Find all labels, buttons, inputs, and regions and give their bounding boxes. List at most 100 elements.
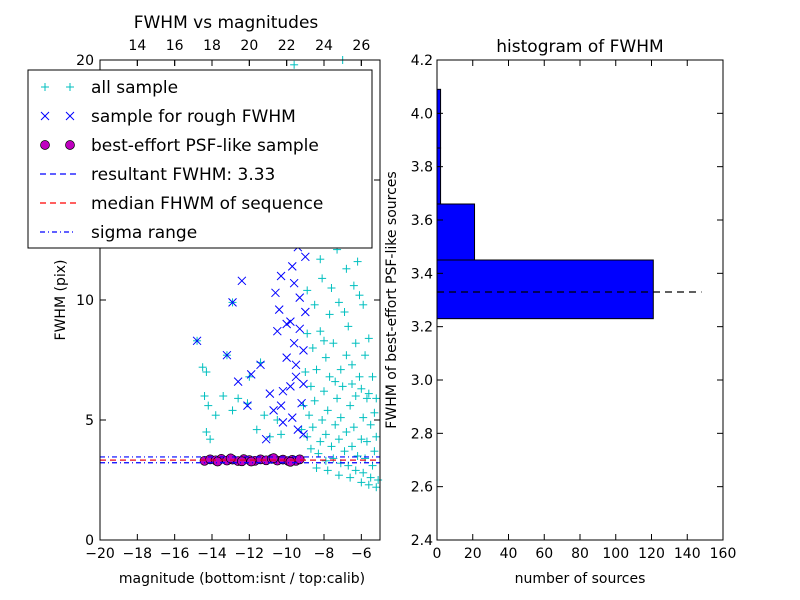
x-tick-label: −12 bbox=[235, 546, 265, 562]
x-stroke bbox=[293, 425, 303, 434]
data-point bbox=[333, 394, 342, 403]
histogram-title: histogram of FWHM bbox=[496, 37, 663, 57]
data-point bbox=[234, 394, 243, 403]
data-point bbox=[308, 344, 317, 352]
data-point bbox=[237, 276, 247, 286]
series-all-sample bbox=[193, 56, 383, 492]
x-tick-label: −8 bbox=[314, 546, 335, 562]
data-point bbox=[336, 365, 345, 374]
data-point bbox=[334, 298, 343, 307]
data-point bbox=[277, 430, 286, 439]
data-point bbox=[287, 413, 297, 422]
data-point bbox=[368, 372, 377, 381]
y-tick-label: 2.6 bbox=[411, 480, 433, 496]
top-tick-label: 22 bbox=[278, 38, 296, 54]
data-point bbox=[291, 360, 301, 370]
legend-entry: sample for rough FWHM bbox=[40, 107, 296, 127]
legend-label: sigma range bbox=[91, 223, 197, 243]
y-tick-label: 0 bbox=[85, 533, 94, 549]
x-stroke bbox=[291, 360, 301, 370]
data-point bbox=[348, 360, 356, 369]
data-point bbox=[318, 274, 327, 283]
data-point bbox=[272, 326, 282, 336]
legend-entry: best-effort PSF-like sample bbox=[40, 136, 319, 156]
data-point bbox=[282, 319, 292, 329]
data-point bbox=[348, 380, 356, 388]
y-tick-label: 3.6 bbox=[411, 213, 433, 229]
x-tick-label: −14 bbox=[197, 546, 227, 562]
data-point bbox=[344, 322, 353, 331]
x-stroke bbox=[282, 319, 292, 329]
x-stroke bbox=[300, 307, 310, 317]
data-point bbox=[329, 454, 338, 463]
data-point bbox=[342, 264, 351, 273]
data-point bbox=[325, 372, 334, 381]
x-tick-label: −20 bbox=[85, 546, 115, 562]
legend-label: sample for rough FWHM bbox=[91, 107, 296, 127]
histogram-bars bbox=[436, 88, 654, 320]
data-point bbox=[327, 284, 336, 292]
data-point bbox=[225, 453, 236, 464]
data-point bbox=[325, 310, 334, 319]
data-point bbox=[289, 278, 299, 288]
data-point bbox=[370, 447, 379, 456]
legend-marker bbox=[40, 111, 50, 121]
data-point bbox=[372, 483, 381, 492]
data-point bbox=[303, 329, 312, 338]
data-point bbox=[310, 396, 319, 405]
data-point bbox=[312, 464, 321, 472]
y-tick-label: 5 bbox=[85, 413, 94, 429]
data-point bbox=[282, 353, 292, 362]
data-point bbox=[351, 466, 360, 475]
data-point bbox=[359, 413, 368, 422]
data-point bbox=[252, 425, 261, 434]
x-stroke bbox=[289, 278, 299, 288]
x-stroke bbox=[289, 338, 299, 348]
top-tick-label: 20 bbox=[240, 38, 258, 54]
x-tick-label: 80 bbox=[571, 546, 589, 562]
x-stroke bbox=[228, 298, 237, 307]
y-tick-label: 3.8 bbox=[411, 160, 433, 176]
histogram-bar bbox=[436, 203, 476, 261]
data-point bbox=[278, 418, 288, 427]
data-point bbox=[291, 372, 301, 382]
legend-entry: all sample bbox=[41, 78, 178, 98]
y-tick-label: 4.2 bbox=[411, 53, 433, 69]
data-point bbox=[353, 452, 362, 460]
data-point bbox=[204, 401, 213, 410]
data-point bbox=[228, 406, 237, 415]
x-stroke bbox=[299, 379, 308, 389]
data-point bbox=[323, 406, 332, 415]
data-point bbox=[206, 435, 215, 444]
x-tick-label: 120 bbox=[638, 546, 665, 562]
x-stroke bbox=[256, 360, 265, 370]
data-point bbox=[219, 392, 228, 400]
x-stroke bbox=[192, 336, 202, 346]
data-point bbox=[321, 353, 330, 362]
data-point bbox=[228, 298, 237, 307]
histogram-y-ticks: 2.4 2.6 2.8 3.0 3.2 3.4 3.6 3.8 4.0 4.2 bbox=[411, 53, 723, 549]
data-point bbox=[276, 271, 286, 281]
legend-label: best-effort PSF-like sample bbox=[91, 136, 319, 156]
data-point bbox=[286, 317, 295, 326]
data-point bbox=[301, 368, 310, 376]
legend-marker bbox=[65, 140, 75, 150]
data-point bbox=[295, 293, 305, 302]
data-point bbox=[198, 363, 207, 372]
data-point bbox=[323, 466, 332, 475]
data-point bbox=[269, 406, 278, 415]
data-point bbox=[346, 473, 355, 482]
x-stroke bbox=[295, 293, 305, 302]
data-point bbox=[329, 339, 338, 348]
data-point bbox=[286, 382, 295, 391]
data-point bbox=[362, 394, 371, 403]
data-point bbox=[321, 456, 330, 465]
data-point bbox=[314, 449, 323, 458]
histogram-x-ticks: 0 20 40 60 80 100 120 140 160 bbox=[433, 60, 736, 562]
legend-box bbox=[27, 69, 373, 249]
data-point bbox=[359, 300, 368, 309]
x-stroke bbox=[269, 406, 278, 415]
data-point bbox=[366, 473, 375, 482]
legend-label: all sample bbox=[91, 78, 178, 98]
data-point bbox=[346, 401, 355, 410]
